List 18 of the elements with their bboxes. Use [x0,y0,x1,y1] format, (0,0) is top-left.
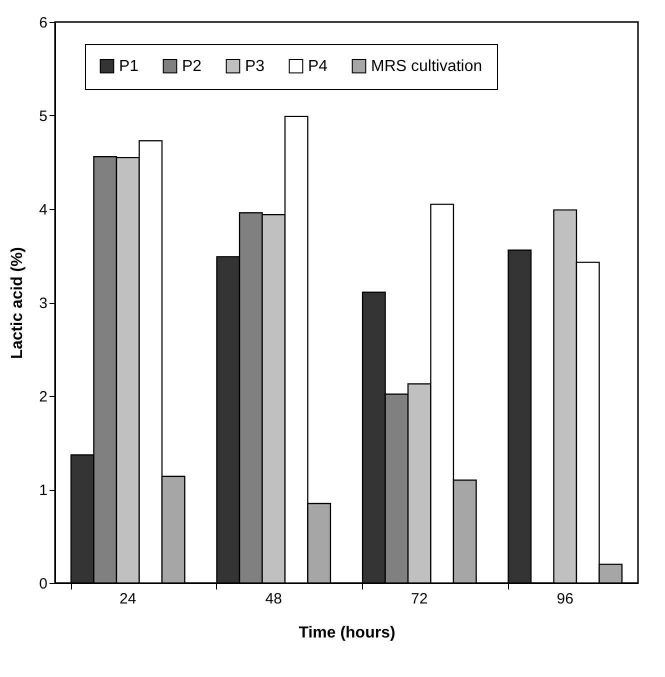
y-axis-title: Lactic acid (%) [9,246,26,360]
y-tick-label: 4 [39,202,48,218]
y-tick-label: 3 [39,295,48,312]
y-tick-label: 5 [39,108,48,125]
x-tick-label: 24 [120,590,136,608]
legend-label: P1 [119,58,139,76]
x-tick-label: 96 [556,590,574,608]
legend-label: MRS cultivation [371,58,482,76]
y-tick-label: 1 [39,482,48,499]
legend-label: P2 [182,58,202,76]
legend-label: P4 [308,58,328,76]
x-axis-title: Time (hours) [298,624,396,642]
y-tick-label: 0 [39,576,48,592]
y-tick-label: 2 [39,388,48,406]
x-tick-label: 72 [411,590,428,608]
x-tick-label: 48 [265,590,282,608]
legend-label: P3 [245,58,265,76]
y-tick-label: 6 [39,14,48,32]
